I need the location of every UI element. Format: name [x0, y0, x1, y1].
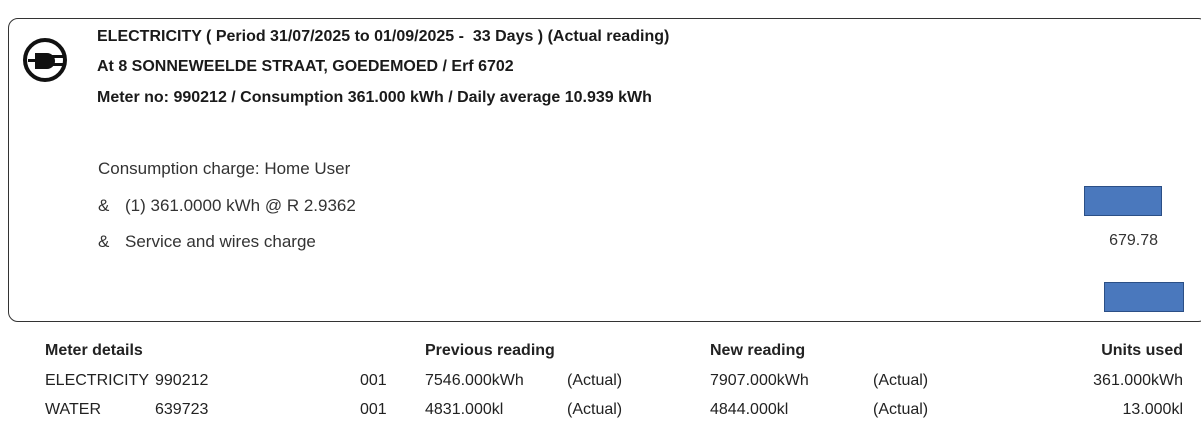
charge-box [8, 18, 1201, 322]
section-title: ELECTRICITY ( Period 31/07/2025 to 01/09… [97, 28, 670, 45]
table-cell: (Actual) [567, 372, 623, 389]
table-cell: ELECTRICITY [45, 372, 150, 389]
table-cell: WATER [45, 401, 101, 418]
table-header: Previous reading [425, 342, 555, 359]
table-cell: 001 [360, 401, 387, 418]
table-cell: 13.000kl [1122, 401, 1184, 418]
line-description: (1) 361.0000 kWh @ R 2.9362 [125, 196, 356, 215]
redaction [1104, 282, 1184, 312]
meter-line: Meter no: 990212 / Consumption 361.000 k… [97, 89, 652, 106]
line-description: Service and wires charge [125, 232, 316, 251]
table-cell: 990212 [155, 372, 209, 389]
address: At 8 SONNEWEELDE STRAAT, GOEDEMOED / Erf… [97, 58, 514, 75]
table-cell: 001 [360, 372, 387, 389]
table-cell: 4844.000kl [710, 401, 789, 418]
table-cell: 361.000kWh [1093, 372, 1183, 389]
table-header: Units used [1101, 342, 1183, 359]
table-cell: 7546.000kWh [425, 372, 524, 389]
table-cell: (Actual) [873, 372, 929, 389]
table-cell: 7907.000kWh [710, 372, 809, 389]
table-header: Meter details [45, 342, 143, 359]
table-cell: 639723 [155, 401, 209, 418]
table-header: New reading [710, 342, 806, 359]
line-marker: & [98, 232, 110, 251]
table-cell: (Actual) [873, 401, 929, 418]
table-cell: (Actual) [567, 401, 623, 418]
plug-icon [23, 38, 67, 82]
table-cell: 4831.000kl [425, 401, 504, 418]
charge-type: Consumption charge: Home User [98, 159, 351, 178]
line-marker: & [98, 196, 110, 215]
redaction [1084, 186, 1162, 216]
line-amount: 679.78 [1109, 232, 1158, 249]
